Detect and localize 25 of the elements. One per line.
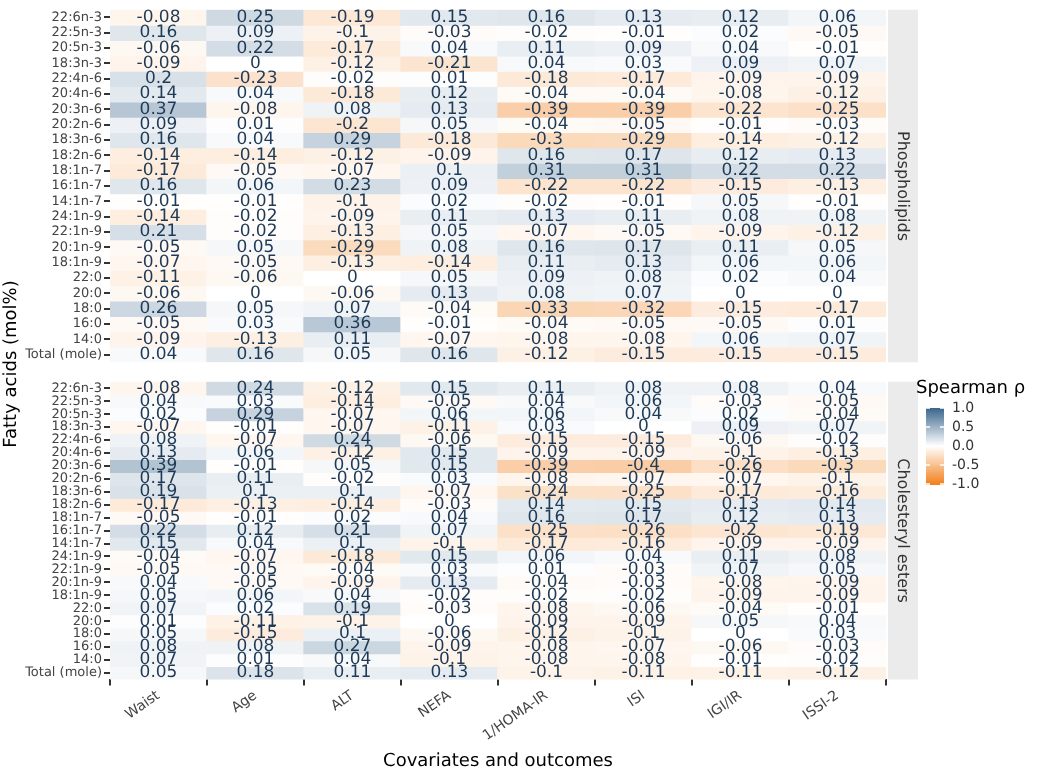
y-axis-title: Fatty acids (mol%) (0, 278, 24, 452)
data-label: -0.12 (815, 663, 860, 684)
data-label: -0.15 (815, 344, 860, 365)
data-label: 0 (832, 283, 843, 304)
data-label: 0.18 (236, 663, 275, 684)
data-label: 0.05 (333, 344, 372, 365)
data-label: 0.04 (139, 344, 178, 365)
y2-axis-title: Cholesteryl esters (894, 458, 913, 603)
data-label: 0 (347, 268, 358, 289)
data-label: 0.11 (333, 663, 372, 684)
data-label: -0.15 (718, 344, 763, 365)
x-axis-title: Covariates and outcomes (383, 751, 614, 772)
data-label: 0.13 (430, 663, 469, 684)
data-label: -0.11 (718, 663, 763, 684)
data-label: 0 (250, 53, 261, 74)
data-label: -0.12 (524, 344, 569, 365)
data-label: -0.15 (621, 344, 666, 365)
data-label: -0.11 (621, 663, 666, 684)
data-label: -0.1 (529, 663, 564, 684)
data-label: 0.16 (236, 344, 275, 365)
data-label: 0.16 (430, 344, 469, 365)
y2-axis-title: Phospholipids (894, 131, 913, 241)
color-bar-title: Spearman ρ (916, 378, 1026, 399)
data-label: 0 (735, 283, 746, 304)
data-label: 0.05 (139, 663, 178, 684)
